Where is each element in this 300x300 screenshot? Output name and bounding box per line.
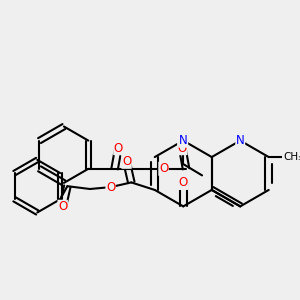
Text: O: O <box>178 176 188 189</box>
Text: O: O <box>122 155 131 168</box>
Text: O: O <box>178 142 187 154</box>
Text: N: N <box>236 134 244 147</box>
Text: N: N <box>179 134 188 147</box>
Text: O: O <box>58 200 67 213</box>
Text: O: O <box>159 162 168 175</box>
Text: CH₃: CH₃ <box>284 152 300 162</box>
Text: O: O <box>106 181 115 194</box>
Text: O: O <box>114 142 123 154</box>
